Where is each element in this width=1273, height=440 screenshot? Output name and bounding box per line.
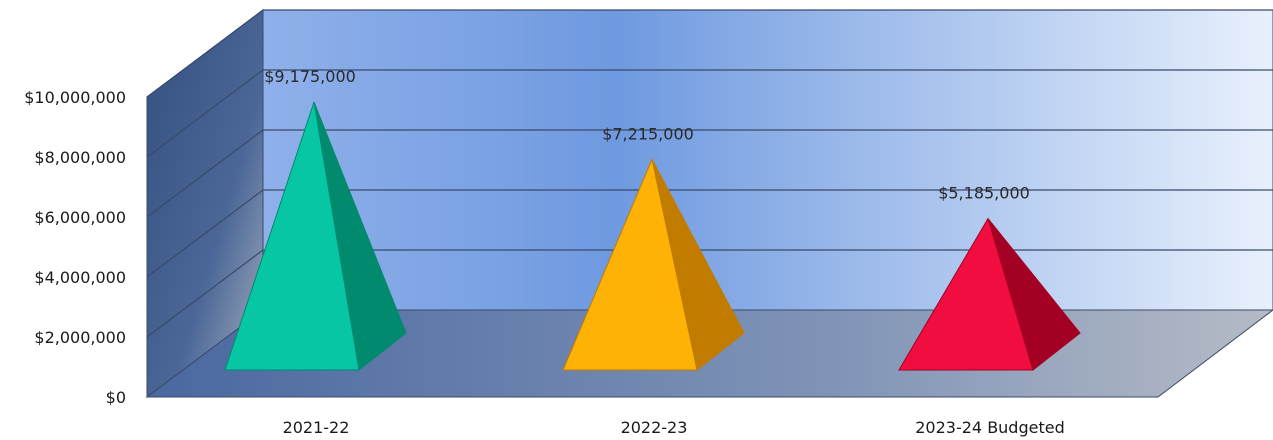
y-tick-label: $6,000,000 bbox=[34, 208, 126, 227]
y-tick-label: $4,000,000 bbox=[34, 268, 126, 287]
y-tick-label: $10,000,000 bbox=[24, 88, 126, 107]
y-tick-label: $2,000,000 bbox=[34, 328, 126, 347]
y-tick-label: $0 bbox=[106, 388, 126, 407]
pyramid-front-2 bbox=[562, 157, 698, 371]
gridline-side bbox=[146, 129, 264, 218]
data-label: $9,175,000 bbox=[264, 67, 356, 86]
pyramid-front-3 bbox=[898, 217, 1034, 371]
back-wall bbox=[262, 9, 1273, 311]
gridline-side bbox=[146, 9, 264, 98]
x-category-label: 2022-23 bbox=[621, 418, 688, 437]
x-category-label: 2021-22 bbox=[283, 418, 350, 437]
x-category-label: 2023-24 Budgeted bbox=[915, 418, 1064, 437]
y-axis: $0 $2,000,000 $4,000,000 $6,000,000 $8,000,0… bbox=[24, 88, 126, 407]
gridline-side bbox=[146, 69, 264, 158]
gridline-side bbox=[146, 189, 264, 278]
y-tick-label: $8,000,000 bbox=[34, 148, 126, 167]
x-axis: 2021-22 2022-23 2023-24 Budgeted bbox=[283, 418, 1065, 437]
data-label: $7,215,000 bbox=[602, 124, 694, 143]
gridline-side bbox=[146, 249, 264, 338]
data-label: $5,185,000 bbox=[938, 184, 1030, 203]
gridlines bbox=[146, 9, 1273, 338]
pyramid-front-1 bbox=[224, 101, 360, 371]
data-labels: $9,175,000 $7,215,000 $5,185,000 bbox=[264, 67, 1030, 203]
back-wall-group bbox=[262, 9, 1273, 311]
pyramid-bars bbox=[224, 101, 1081, 371]
